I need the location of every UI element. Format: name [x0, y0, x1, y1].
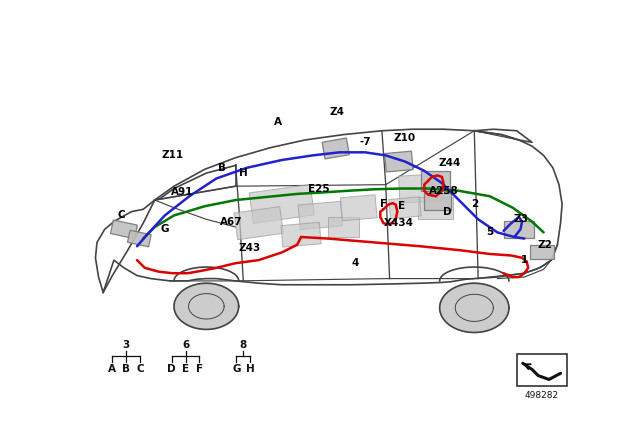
Bar	[421, 171, 451, 191]
Text: H: H	[246, 364, 255, 374]
Text: F: F	[196, 364, 203, 374]
Bar	[111, 220, 138, 239]
Text: H: H	[239, 168, 248, 178]
Bar	[281, 222, 321, 247]
Text: B: B	[218, 163, 226, 173]
Text: F: F	[380, 199, 387, 209]
Text: E: E	[182, 364, 189, 374]
Bar	[530, 246, 554, 259]
Bar	[298, 201, 342, 229]
Text: Z44: Z44	[438, 158, 461, 168]
Text: C: C	[118, 211, 125, 220]
Text: A258: A258	[429, 186, 458, 196]
Text: Z3: Z3	[513, 214, 528, 224]
Text: 6: 6	[182, 340, 189, 350]
Text: 498282: 498282	[525, 391, 559, 400]
Text: Z11: Z11	[161, 151, 184, 160]
Text: A: A	[274, 116, 282, 126]
Bar	[322, 138, 349, 159]
Bar	[127, 230, 151, 247]
Text: D: D	[443, 207, 452, 217]
Text: G: G	[161, 224, 169, 234]
Polygon shape	[440, 283, 509, 332]
Text: 4: 4	[351, 258, 358, 268]
Text: C: C	[136, 364, 144, 374]
Text: -7: -7	[359, 137, 371, 147]
Text: 8: 8	[239, 340, 247, 350]
Text: Z2: Z2	[538, 240, 552, 250]
Bar	[516, 354, 566, 386]
Text: A91: A91	[170, 187, 193, 198]
Bar	[328, 217, 359, 237]
Bar	[419, 197, 453, 219]
Bar	[385, 151, 413, 172]
Text: Z4: Z4	[330, 107, 345, 116]
Text: D: D	[168, 364, 176, 374]
Text: 1: 1	[521, 255, 528, 265]
Bar	[249, 185, 314, 224]
Bar	[234, 207, 284, 240]
Text: E25: E25	[308, 184, 330, 194]
Bar	[424, 193, 451, 210]
Text: 5: 5	[486, 228, 493, 237]
Polygon shape	[174, 283, 239, 329]
Text: B: B	[122, 364, 131, 374]
Bar	[340, 195, 377, 221]
Text: Z10: Z10	[394, 134, 416, 143]
Text: A: A	[108, 364, 116, 374]
Text: E: E	[397, 201, 404, 211]
Bar	[389, 197, 421, 219]
Text: 3: 3	[123, 340, 130, 350]
Text: G: G	[232, 364, 241, 374]
Text: 2: 2	[470, 199, 478, 209]
Text: X434: X434	[384, 218, 414, 228]
Bar	[504, 221, 534, 238]
Text: A67: A67	[220, 217, 243, 227]
Bar	[399, 174, 442, 203]
Text: Z43: Z43	[238, 243, 260, 253]
